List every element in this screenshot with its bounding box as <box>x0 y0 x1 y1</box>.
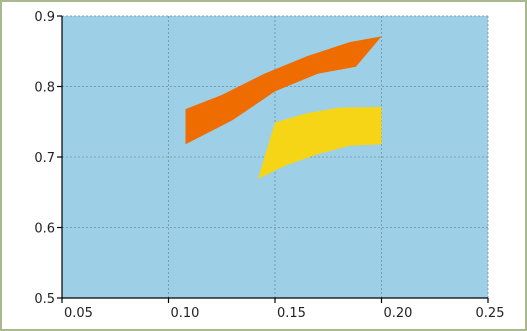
x-tick-label: 0.05 <box>64 306 93 321</box>
x-tick-label: 0.20 <box>384 306 413 321</box>
y-tick-label: 0.9 <box>34 10 55 25</box>
y-tick-labels: 0.5 0.6 0.7 0.8 0.9 <box>34 10 55 307</box>
x-tick-label: 0.25 <box>476 306 505 321</box>
y-tick-label: 0.6 <box>34 222 55 237</box>
x-tick-label: 0.15 <box>277 306 306 321</box>
y-tick-label: 0.5 <box>34 292 55 307</box>
series-2-area <box>258 106 382 179</box>
series-group <box>185 36 382 179</box>
series-1-area <box>185 36 382 145</box>
y-tick-label: 0.8 <box>34 81 55 96</box>
x-tick-label: 0.10 <box>171 306 200 321</box>
y-tick-label: 0.7 <box>34 151 55 166</box>
x-tick-labels: 0.05 0.10 0.15 0.20 0.25 <box>64 306 504 321</box>
axes <box>57 15 489 303</box>
